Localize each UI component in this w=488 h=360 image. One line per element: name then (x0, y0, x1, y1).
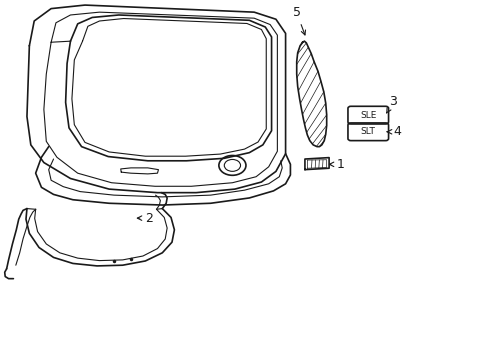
Text: 5: 5 (292, 6, 305, 35)
Text: 4: 4 (386, 125, 401, 138)
Text: 2: 2 (137, 212, 153, 225)
Text: 3: 3 (386, 95, 397, 113)
Text: SLE: SLE (359, 111, 376, 120)
Text: 1: 1 (329, 158, 344, 171)
Text: SLT: SLT (360, 127, 375, 136)
